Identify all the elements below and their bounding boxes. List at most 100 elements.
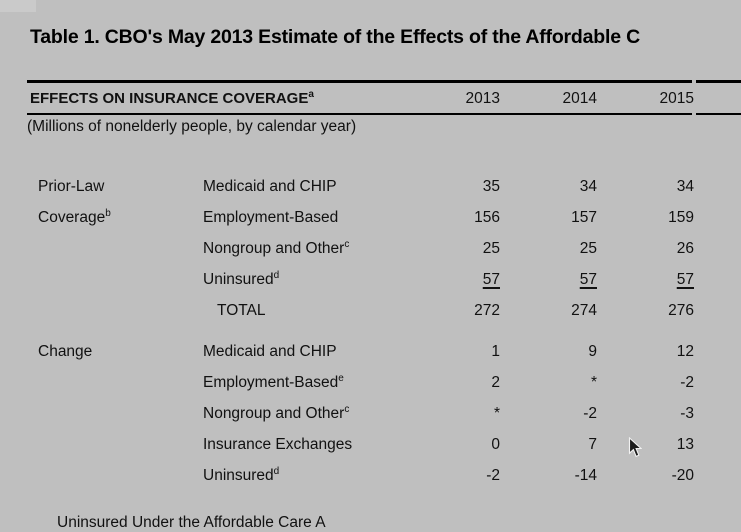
group-label: [27, 429, 187, 460]
table-row: Nongroup and Otherc * -2 -3: [27, 398, 728, 429]
value-2014: -2: [583, 405, 597, 422]
group-label: Change: [27, 336, 187, 367]
value-2015: -2: [680, 374, 694, 391]
item-label-text: Insurance Exchanges: [203, 436, 353, 453]
item-label: TOTAL: [187, 295, 420, 326]
value-2013: -2: [486, 467, 500, 484]
row-spacer: [694, 460, 728, 491]
item-label: Insurance Exchanges: [187, 429, 420, 460]
group-label: [27, 295, 187, 326]
value-2014: 157: [571, 209, 597, 226]
table-header-row: EFFECTS ON INSURANCE COVERAGEa 2013 2014…: [27, 85, 728, 113]
table-row: Employment-Basede 2 * -2: [27, 367, 728, 398]
item-label-text: Uninsured: [203, 467, 274, 484]
group-label-text: Change: [38, 343, 93, 360]
row-spacer: [694, 171, 728, 202]
group-label-text: Prior-Law: [38, 178, 105, 195]
value-2013: 35: [482, 178, 500, 195]
item-footnote-marker: c: [344, 238, 350, 250]
table-row: Uninsuredd -2 -14 -20: [27, 460, 728, 491]
group-label: Prior-Law: [27, 171, 187, 202]
item-label: Uninsuredd: [187, 460, 420, 491]
value-2014: 7: [588, 436, 597, 453]
table-row-insurance-exchanges-highlighted[interactable]: Insurance Exchanges 0 7 13: [27, 429, 728, 460]
table-subtitle: (Millions of nonelderly people, by calen…: [27, 118, 357, 135]
value-2014: *: [590, 374, 597, 391]
value-2013: *: [493, 405, 500, 422]
header-label-text: EFFECTS ON INSURANCE COVERAGE: [30, 90, 309, 107]
table-row-total: TOTAL 272 274 276: [27, 295, 728, 326]
item-label: Nongroup and Otherc: [187, 398, 420, 429]
value-2015: -20: [671, 467, 694, 484]
item-label-text: Employment-Based: [203, 374, 339, 391]
value-2015: 12: [676, 343, 694, 360]
value-2013: 0: [491, 436, 500, 453]
value-2015: 13: [676, 436, 694, 453]
item-footnote-marker: d: [273, 465, 280, 477]
row-spacer: [694, 295, 728, 326]
item-label-text: Medicaid and CHIP: [203, 343, 337, 360]
year-column-header-2015: 2015: [659, 90, 694, 107]
group-label: [27, 233, 187, 264]
group-label: [27, 264, 187, 295]
value-2013: 2: [491, 374, 500, 391]
top-rule-left-segment: [27, 80, 692, 83]
value-2014: 57: [500, 264, 597, 295]
value-2013: 57: [420, 264, 500, 295]
year-column-header-2013: 2013: [465, 90, 500, 107]
item-footnote-marker: c: [344, 403, 350, 415]
underlined-value: 57: [676, 271, 694, 288]
value-2015: 159: [668, 209, 694, 226]
item-footnote-marker: e: [338, 372, 344, 384]
value-2013: 1: [491, 343, 500, 360]
group-label: [27, 460, 187, 491]
clipped-bottom-heading: Uninsured Under the Affordable Care A: [57, 514, 326, 531]
row-spacer: [694, 429, 728, 460]
value-2015: 26: [676, 240, 694, 257]
table-row: Prior-Law Medicaid and CHIP 35 34 34: [27, 171, 728, 202]
item-label-text: Nongroup and Other: [203, 405, 345, 422]
row-spacer: [694, 367, 728, 398]
group-label-text: Coverage: [38, 209, 106, 226]
underlined-value: 57: [482, 271, 500, 288]
header-rule-right-segment: [696, 113, 741, 115]
value-2013: 156: [474, 209, 500, 226]
item-label-text: Nongroup and Other: [203, 240, 345, 257]
item-label: Uninsuredd: [187, 264, 420, 295]
item-label: Employment-Based: [187, 202, 420, 233]
item-footnote-marker: d: [273, 269, 280, 281]
header-rule-left-segment: [27, 113, 692, 115]
group-label: [27, 398, 187, 429]
item-label-text: Uninsured: [203, 271, 274, 288]
value-2014: 274: [571, 302, 597, 319]
group-footnote-marker: b: [105, 207, 111, 219]
value-2013: 25: [482, 240, 500, 257]
group-label: Coverageb: [27, 202, 187, 233]
row-spacer: [694, 264, 728, 295]
item-label: Nongroup and Otherc: [187, 233, 420, 264]
value-2015: -3: [680, 405, 694, 422]
value-2015: 57: [597, 264, 694, 295]
year-column-header-2014: 2014: [562, 90, 597, 107]
item-label-text: Medicaid and CHIP: [203, 178, 337, 195]
value-2013: 272: [474, 302, 500, 319]
table-row: Coverageb Employment-Based 156 157 159: [27, 202, 728, 233]
item-label: Employment-Basede: [187, 367, 420, 398]
underlined-value: 57: [579, 271, 597, 288]
row-spacer: [694, 336, 728, 367]
item-label: Medicaid and CHIP: [187, 171, 420, 202]
group-label: [27, 367, 187, 398]
table-title: Table 1. CBO's May 2013 Estimate of the …: [30, 26, 640, 48]
row-spacer: [694, 398, 728, 429]
header-label: EFFECTS ON INSURANCE COVERAGEa: [27, 85, 420, 113]
header-footnote-marker: a: [308, 89, 314, 100]
row-spacer: [694, 202, 728, 233]
value-2015: 34: [676, 178, 694, 195]
value-2014: 34: [579, 178, 597, 195]
table-row: Change Medicaid and CHIP 1 9 12: [27, 336, 728, 367]
value-2014: -14: [574, 467, 597, 484]
value-2014: 25: [579, 240, 597, 257]
value-2014: 9: [588, 343, 597, 360]
table-row: Nongroup and Otherc 25 25 26: [27, 233, 728, 264]
